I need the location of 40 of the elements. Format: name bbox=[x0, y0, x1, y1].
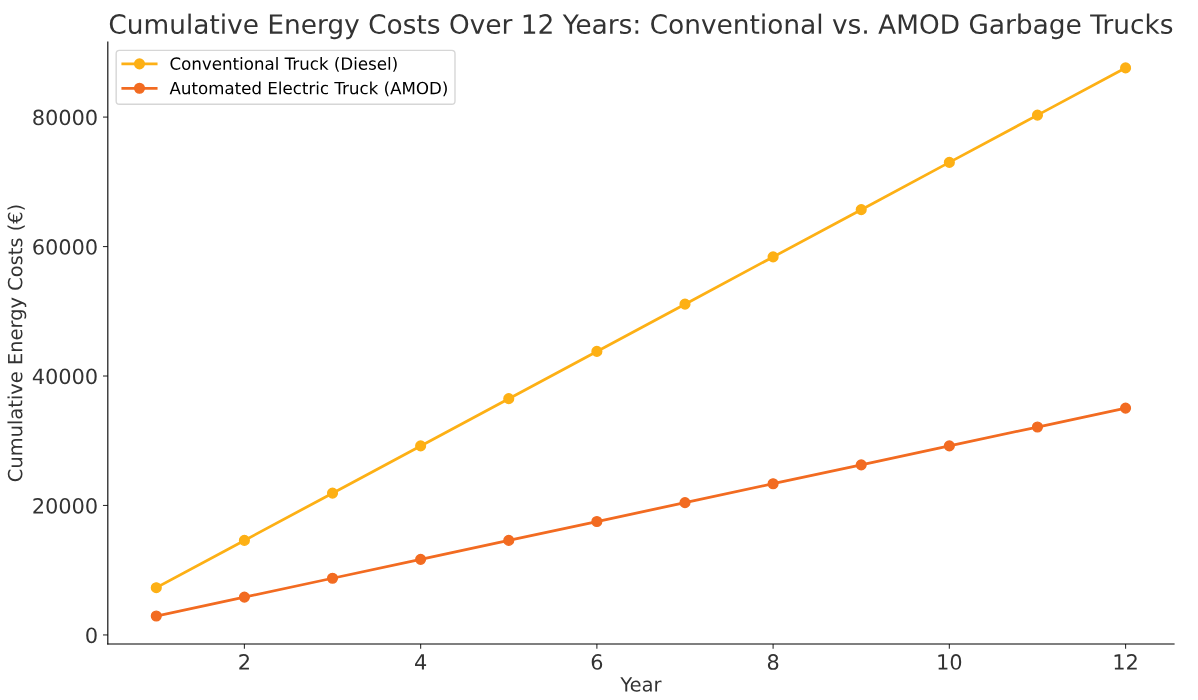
point bbox=[1031, 109, 1044, 121]
point bbox=[326, 572, 339, 584]
y-tick-label: 40000 bbox=[32, 368, 97, 385]
point bbox=[415, 553, 427, 565]
x-tick-label: 4 bbox=[415, 654, 427, 670]
y-axis-title: Cumulative Energy Costs (€) bbox=[7, 205, 27, 482]
point bbox=[238, 591, 250, 603]
point bbox=[767, 251, 779, 263]
point bbox=[679, 298, 691, 310]
point bbox=[503, 534, 515, 546]
legend-label: Conventional Truck (Diesel) bbox=[170, 57, 397, 72]
point bbox=[238, 534, 250, 546]
point bbox=[326, 487, 339, 499]
legend-label: Automated Electric Truck (AMOD) bbox=[169, 81, 447, 97]
y-tick-label: 80000 bbox=[33, 109, 97, 126]
point bbox=[855, 459, 867, 471]
point bbox=[1120, 62, 1132, 74]
point bbox=[591, 345, 603, 357]
point bbox=[150, 582, 162, 594]
y-tick-label: 60000 bbox=[33, 239, 97, 255]
x-tick-label: 2 bbox=[239, 654, 249, 670]
point bbox=[503, 393, 515, 405]
point bbox=[767, 478, 779, 490]
y-tick-label: 20000 bbox=[33, 497, 97, 514]
x-tick-label: 6 bbox=[591, 654, 603, 670]
point bbox=[1031, 421, 1044, 433]
point bbox=[943, 156, 955, 168]
x-tick-label: 10 bbox=[938, 654, 962, 670]
point bbox=[1120, 402, 1132, 414]
point bbox=[679, 497, 691, 509]
x-tick-label: 8 bbox=[767, 654, 779, 670]
y-tick-label: 0 bbox=[86, 627, 97, 644]
x-tick-label: 12 bbox=[1114, 654, 1137, 670]
point bbox=[943, 440, 955, 452]
point bbox=[855, 204, 867, 216]
chart-title: Cumulative Energy Costs Over 12 Years: Conventional vs. AMOD Garbage Trucks bbox=[109, 13, 1173, 40]
point bbox=[150, 610, 162, 622]
point bbox=[415, 440, 427, 452]
point bbox=[591, 515, 603, 528]
x-axis-title: Year bbox=[620, 677, 662, 692]
